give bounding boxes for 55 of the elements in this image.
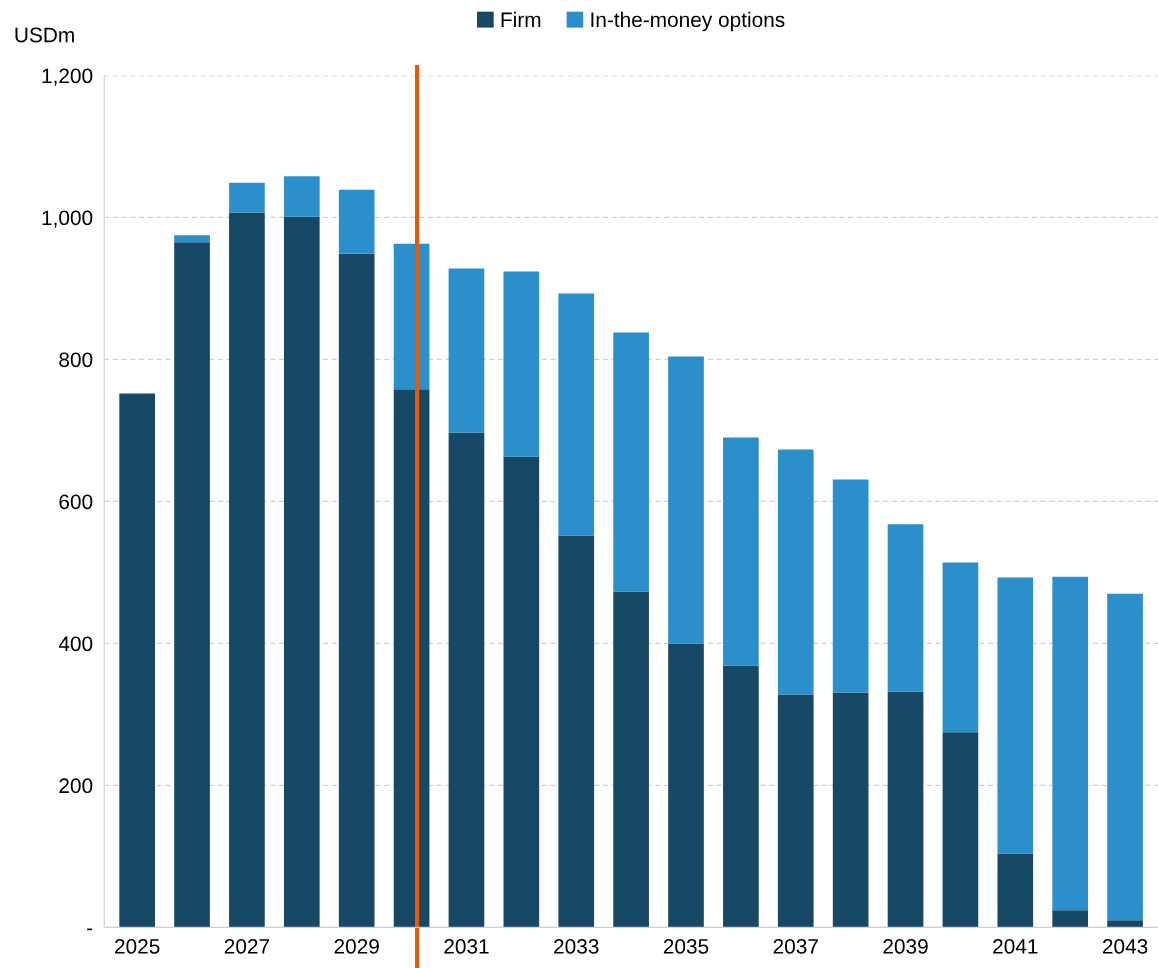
bar [997, 577, 1034, 854]
y-tick-label: 600 [59, 494, 93, 510]
x-tick-label: 2035 [663, 939, 709, 954]
legend-label: In-the-money options [591, 11, 785, 32]
y-tick-label: 200 [59, 778, 93, 794]
legend-label: Firm [501, 11, 541, 27]
x-tick-label: 2027 [224, 939, 270, 954]
bar [338, 189, 375, 254]
bar [448, 268, 485, 433]
bar [1052, 910, 1089, 928]
bar [448, 432, 485, 928]
bar [723, 665, 759, 928]
bar [338, 253, 375, 928]
y-axis-title: USDm [15, 27, 74, 43]
bar [887, 691, 924, 928]
x-tick-label: 2029 [334, 939, 379, 954]
y-tick-label: 1,200 [42, 68, 93, 86]
bar [1107, 593, 1143, 921]
y-tick-label: 1,000 [42, 210, 93, 228]
bar [229, 212, 265, 928]
bar [777, 449, 814, 695]
bar [942, 732, 979, 928]
y-tick-label: 400 [58, 636, 93, 652]
y-tick-label: 800 [59, 352, 93, 368]
bar [119, 393, 155, 928]
x-tick-label: 2041 [993, 939, 1038, 954]
x-tick-label: 2039 [883, 939, 928, 954]
x-tick-label: 2037 [773, 939, 818, 954]
bar [174, 235, 210, 243]
bar [503, 271, 540, 457]
bar [283, 176, 320, 217]
bar [887, 524, 924, 692]
bar [558, 293, 595, 536]
bar [503, 456, 540, 928]
bar [832, 692, 869, 928]
bar [613, 332, 649, 592]
bar [1107, 920, 1143, 928]
bar [723, 437, 759, 666]
x-tick-label: 2025 [115, 939, 160, 954]
bar [229, 182, 265, 213]
bar [1052, 576, 1089, 911]
y-tick-label: - [87, 928, 93, 931]
bar [174, 242, 210, 928]
bar [777, 694, 814, 928]
x-tick-label: 2031 [444, 939, 489, 954]
bar [613, 591, 649, 928]
bar [668, 356, 704, 644]
x-tick-label: 2033 [554, 939, 599, 954]
bar [283, 216, 320, 928]
bar [668, 643, 704, 928]
bar [558, 535, 595, 928]
bar [942, 562, 979, 733]
x-tick-label: 2043 [1102, 939, 1148, 954]
bar [997, 853, 1034, 928]
bar [832, 479, 869, 693]
